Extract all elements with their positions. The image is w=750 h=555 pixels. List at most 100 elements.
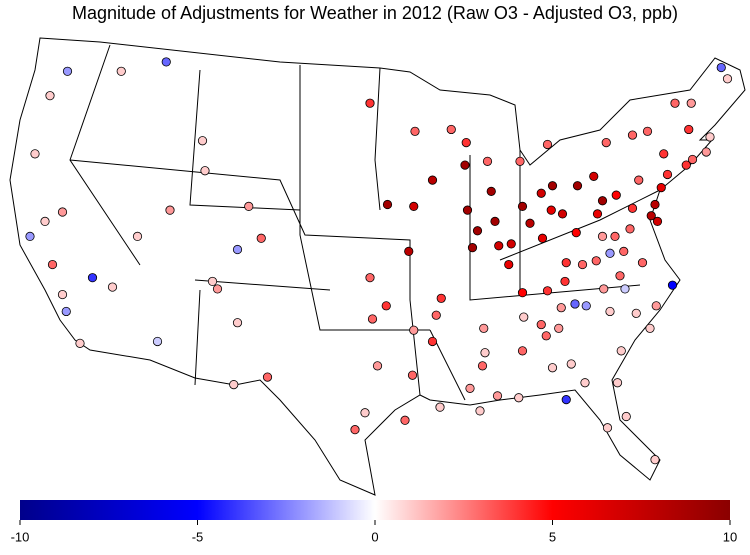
station-point (486, 186, 496, 196)
station-point (197, 136, 208, 146)
station-point (561, 395, 571, 405)
station-point (400, 415, 410, 425)
state-lines (69, 44, 661, 401)
station-point (30, 149, 40, 159)
station-point (436, 293, 446, 303)
us-outline (9, 37, 746, 496)
station-point (686, 98, 696, 108)
station-point (229, 380, 239, 390)
station-point (542, 286, 553, 296)
station-point (659, 149, 669, 159)
station-point (212, 284, 223, 294)
station-point (256, 233, 266, 243)
station-point (651, 301, 661, 311)
station-point (589, 171, 599, 181)
colorbar-tick-label: -5 (192, 529, 204, 544)
station-point (627, 130, 638, 140)
station-point (47, 259, 58, 270)
station-point (460, 160, 470, 170)
station-point (637, 258, 648, 268)
station-point (372, 361, 383, 371)
colorbar-tick-label: -10 (11, 529, 30, 544)
station-point (645, 323, 655, 333)
colorbar-tick-label: 5 (549, 529, 556, 544)
map-title: Magnitude of Adjustments for Weather in … (72, 3, 678, 23)
station-point (605, 248, 615, 258)
station-point (25, 231, 35, 241)
station-point (61, 306, 71, 317)
station-point (467, 243, 478, 253)
station-point (480, 348, 490, 358)
station-point (642, 126, 653, 136)
station-point (57, 207, 68, 217)
station-point (87, 273, 98, 283)
station-point (207, 276, 218, 287)
station-point (616, 346, 626, 356)
station-point (571, 228, 581, 238)
station-point (570, 299, 580, 309)
station-point (602, 423, 613, 433)
colorbar (20, 500, 730, 520)
station-point (152, 336, 163, 347)
station-point (597, 231, 608, 241)
station-point (592, 209, 603, 219)
station-point (462, 205, 473, 215)
station-point (560, 276, 570, 287)
station-point (427, 175, 438, 185)
station-point (625, 224, 635, 234)
station-point (45, 91, 55, 101)
station-point (541, 331, 551, 341)
station-point (542, 139, 553, 150)
station-point (381, 301, 391, 311)
station-point (514, 393, 524, 403)
station-point (40, 216, 50, 226)
station-point (407, 370, 418, 380)
station-point (610, 231, 620, 241)
station-point (262, 372, 273, 382)
station-point (615, 271, 625, 281)
station-point (62, 66, 73, 76)
station-point (161, 57, 171, 67)
station-point (472, 226, 483, 236)
station-point (477, 361, 488, 371)
station-point (667, 280, 678, 290)
station-point (580, 378, 590, 388)
station-point (517, 201, 528, 211)
station-point (525, 218, 535, 228)
station-point (620, 284, 630, 294)
station-point (75, 338, 85, 348)
station-point (619, 246, 629, 257)
station-point (687, 154, 698, 165)
station-point (244, 201, 254, 211)
station-point (57, 289, 68, 300)
station-point (382, 199, 393, 210)
station-point (517, 346, 528, 356)
station-point (705, 132, 715, 142)
station-point (165, 205, 175, 215)
station-point (536, 319, 546, 330)
station-point (537, 233, 548, 243)
station-point (684, 124, 694, 135)
station-point (431, 310, 441, 320)
station-point (634, 175, 644, 185)
station-point (716, 62, 726, 73)
station-point (546, 205, 556, 215)
station-point (409, 325, 419, 335)
station-point (601, 137, 611, 148)
station-point (650, 199, 660, 210)
station-point (232, 318, 243, 328)
station-point (561, 258, 571, 268)
station-point (554, 323, 564, 333)
colorbar-tick-label: 0 (371, 529, 378, 544)
station-point (612, 378, 623, 388)
station-point (631, 308, 641, 318)
station-point (611, 190, 621, 200)
station-point (475, 406, 485, 416)
station-point (519, 312, 529, 322)
station-point (504, 259, 514, 270)
station-point (410, 126, 420, 136)
station-point (482, 156, 493, 166)
station-point (577, 259, 588, 270)
station-point (435, 402, 445, 412)
station-point (350, 425, 360, 435)
